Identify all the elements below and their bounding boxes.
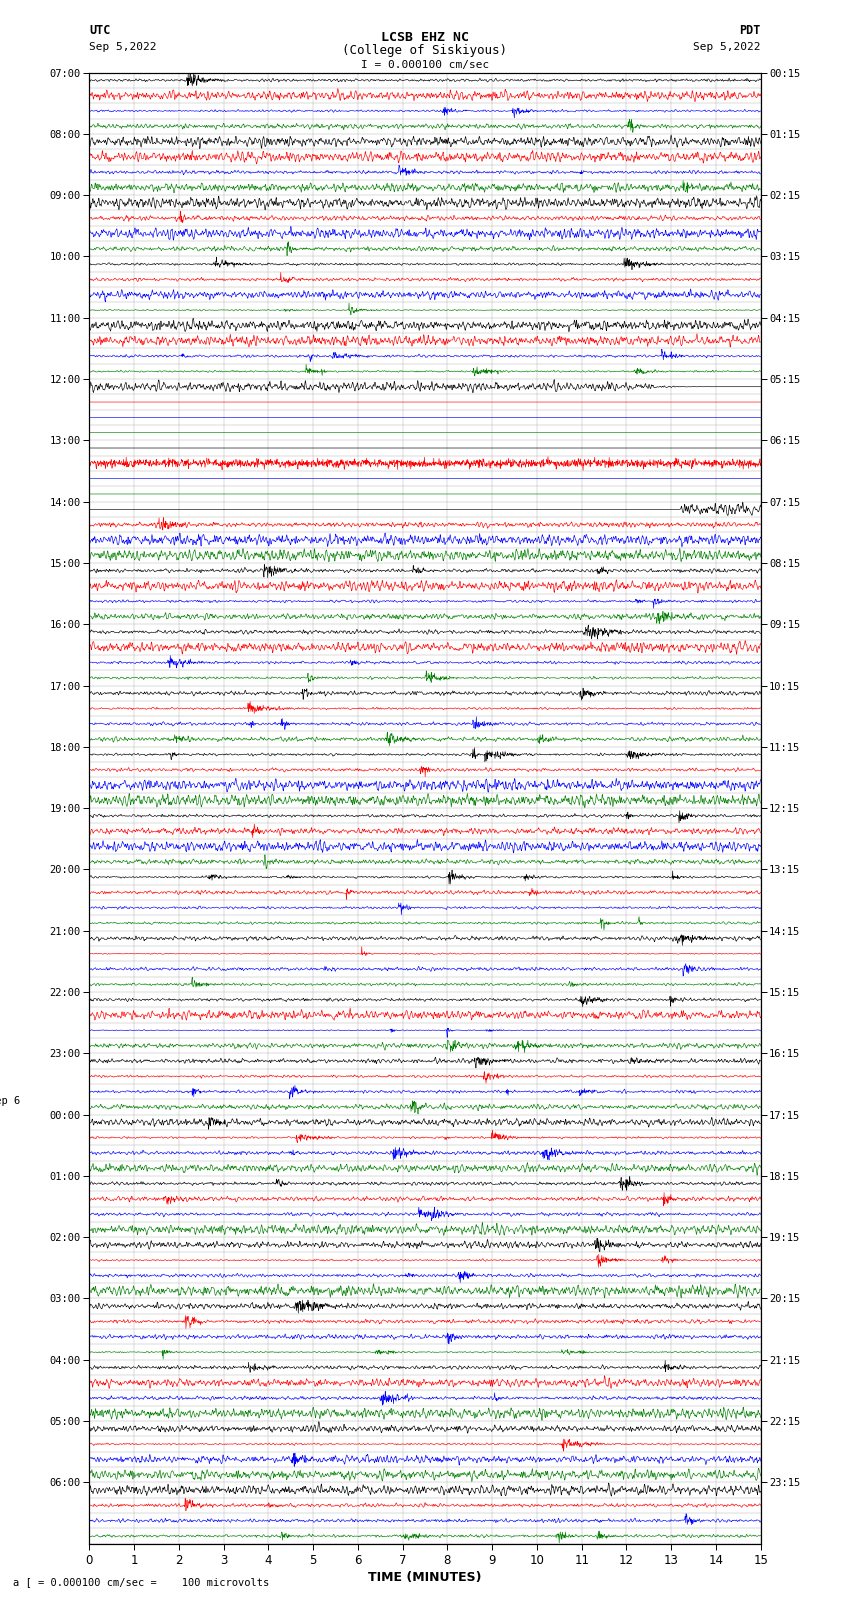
Text: a [ = 0.000100 cm/sec =    100 microvolts: a [ = 0.000100 cm/sec = 100 microvolts bbox=[13, 1578, 269, 1587]
X-axis label: TIME (MINUTES): TIME (MINUTES) bbox=[368, 1571, 482, 1584]
Text: Sep 5,2022: Sep 5,2022 bbox=[89, 42, 156, 52]
Text: Sep 5,2022: Sep 5,2022 bbox=[694, 42, 761, 52]
Text: PDT: PDT bbox=[740, 24, 761, 37]
Text: I = 0.000100 cm/sec: I = 0.000100 cm/sec bbox=[361, 60, 489, 71]
Text: Sep 6: Sep 6 bbox=[0, 1097, 20, 1107]
Text: UTC: UTC bbox=[89, 24, 110, 37]
Text: (College of Siskiyous): (College of Siskiyous) bbox=[343, 44, 507, 58]
Text: LCSB EHZ NC: LCSB EHZ NC bbox=[381, 31, 469, 44]
